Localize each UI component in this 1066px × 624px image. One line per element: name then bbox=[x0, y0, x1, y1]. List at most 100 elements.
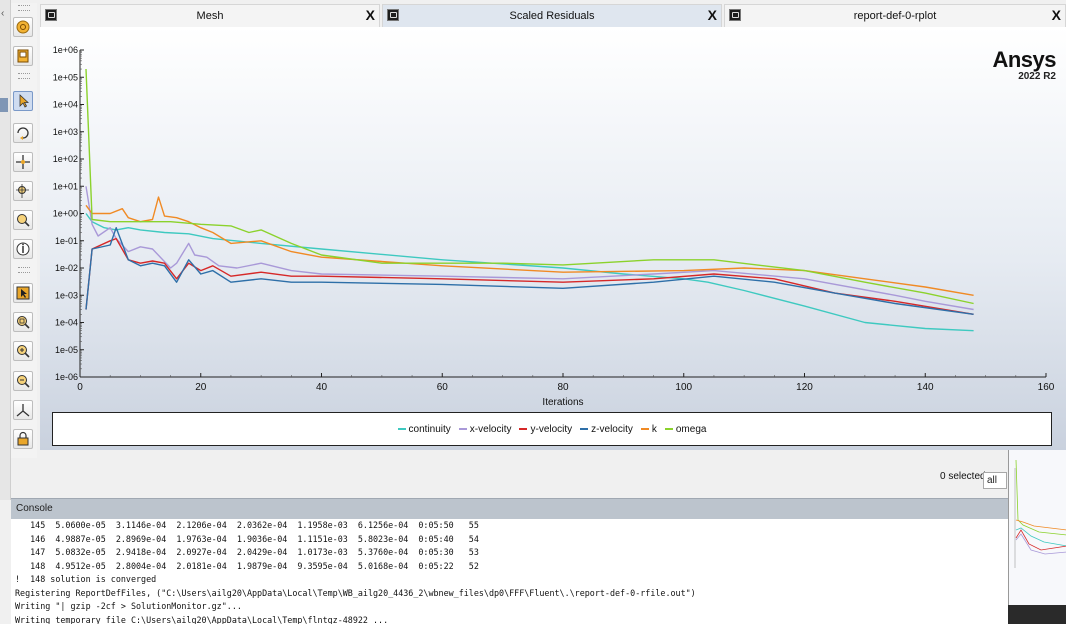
series-line-x-velocity bbox=[85, 186, 974, 311]
series-line-y-velocity bbox=[85, 237, 974, 315]
legend-swatch bbox=[664, 428, 673, 430]
legend-label: z-velocity bbox=[591, 423, 633, 435]
graphics-toolbar bbox=[11, 3, 37, 458]
console-title: Console bbox=[16, 503, 53, 514]
console-line: Registering ReportDefFiles, ("C:\Users\a… bbox=[15, 587, 696, 598]
lock-icon[interactable] bbox=[13, 429, 33, 449]
tab-graphics-icon bbox=[387, 9, 399, 21]
console-output[interactable]: 145 5.0600e-05 3.1146e-04 2.1206e-04 2.0… bbox=[11, 519, 1008, 624]
y-tick-label: 1e+03 bbox=[53, 127, 78, 137]
x-tick-label: 120 bbox=[796, 382, 813, 393]
legend-label: omega bbox=[675, 423, 707, 435]
chart-legend: continuity x-velocity y-velocity z-velocity… bbox=[52, 412, 1052, 446]
collapse-chevron-icon[interactable]: ‹ bbox=[1, 8, 5, 19]
plot-thumbnail[interactable] bbox=[1008, 450, 1066, 624]
legend-swatch bbox=[458, 428, 467, 430]
series-line-k bbox=[85, 196, 974, 296]
x-tick-label: 0 bbox=[77, 382, 83, 393]
x-tick-label: 20 bbox=[195, 382, 207, 393]
legend-item-y-velocity: y-velocity bbox=[519, 424, 572, 435]
panel-marker bbox=[0, 98, 8, 112]
y-tick-label: 1e-01 bbox=[55, 236, 78, 246]
console-line: Writing temporary file C:\Users\ailg20\A… bbox=[15, 614, 389, 624]
y-tick-label: 1e+05 bbox=[53, 72, 78, 82]
console-line: 147 5.0832e-05 2.9418e-04 2.0927e-04 2.0… bbox=[15, 547, 479, 557]
series-line-omega bbox=[85, 68, 974, 305]
legend-swatch bbox=[519, 428, 528, 430]
legend-item-omega: omega bbox=[664, 423, 707, 435]
x-tick-label: 160 bbox=[1038, 382, 1055, 393]
fit-icon[interactable] bbox=[13, 312, 33, 332]
x-tick-label: 80 bbox=[557, 382, 569, 393]
left-panel-strip: ‹ bbox=[0, 0, 11, 500]
rotate-icon[interactable] bbox=[13, 123, 33, 143]
ansys-logo: Ansys bbox=[992, 47, 1056, 72]
console-line: 148 4.9512e-05 2.8004e-04 2.0181e-04 1.9… bbox=[15, 560, 479, 571]
tab-mesh[interactable]: Mesh X bbox=[40, 4, 380, 27]
legend-item-z-velocity: z-velocity bbox=[580, 424, 633, 435]
zoom-in-out-icon[interactable] bbox=[13, 181, 33, 201]
tab-label: report-def-0-rplot bbox=[853, 10, 937, 22]
tab-graphics-icon bbox=[45, 9, 57, 21]
series-line-z-velocity bbox=[85, 227, 974, 315]
selection-filter-select[interactable]: all bbox=[983, 472, 1007, 489]
zoom-in-icon[interactable] bbox=[13, 341, 33, 361]
residuals-plot[interactable]: 1e+06 1e+05 1e+04 1e+03 1e+02 1e+01 1e+00 1e-01… bbox=[40, 27, 1066, 450]
legend-label: continuity bbox=[408, 423, 451, 435]
legend-label: y-velocity bbox=[530, 423, 573, 435]
y-tick-label: 1e+01 bbox=[53, 181, 78, 191]
y-tick-label: 1e-03 bbox=[55, 290, 78, 300]
probe-icon[interactable] bbox=[13, 239, 33, 259]
series-line-continuity bbox=[85, 213, 974, 332]
axes-icon[interactable] bbox=[13, 400, 33, 420]
mesh-display-icon[interactable] bbox=[13, 17, 33, 37]
legend-swatch bbox=[640, 428, 649, 430]
y-tick-label: 1e-06 bbox=[55, 372, 78, 382]
console-line: 146 4.9887e-05 2.8969e-04 1.9763e-04 1.9… bbox=[15, 533, 479, 544]
y-tick-label: 1e-04 bbox=[55, 318, 78, 328]
legend-item-continuity: continuity bbox=[397, 423, 451, 435]
y-tick-label: 1e-02 bbox=[55, 263, 78, 273]
toolbar-grip[interactable] bbox=[18, 5, 30, 11]
close-icon[interactable]: X bbox=[1051, 7, 1061, 23]
console-line: ! 148 solution is converged bbox=[15, 574, 157, 584]
selection-count: 0 selected bbox=[940, 471, 986, 482]
x-tick-label: 60 bbox=[437, 382, 449, 393]
select-icon[interactable] bbox=[13, 283, 33, 303]
thumbnail-bar bbox=[1008, 605, 1066, 624]
y-tick-label: 1e-05 bbox=[55, 345, 78, 355]
pointer-icon[interactable] bbox=[13, 91, 33, 111]
legend-item-k: k bbox=[640, 423, 657, 435]
console-line: 145 5.0600e-05 3.1146e-04 2.1206e-04 2.0… bbox=[15, 520, 479, 530]
toolbar-grip[interactable] bbox=[18, 267, 30, 273]
y-tick-label: 1e+06 bbox=[53, 45, 78, 55]
tab-label: Mesh bbox=[196, 10, 224, 22]
x-tick-label: 40 bbox=[316, 382, 328, 393]
close-icon[interactable]: X bbox=[707, 7, 717, 23]
residuals-chart[interactable]: 1e+06 1e+05 1e+04 1e+03 1e+02 1e+01 1e+00 1e-01… bbox=[40, 27, 1066, 407]
toolbar-grip[interactable] bbox=[18, 73, 30, 79]
tab-graphics-icon bbox=[729, 9, 741, 21]
x-tick-label: 100 bbox=[675, 382, 692, 393]
tab-scaled-residuals[interactable]: Scaled Residuals X bbox=[382, 4, 722, 27]
x-axis-label: Iterations bbox=[542, 397, 583, 407]
console-line: Writing "| gzip -2cf > SolutionMonitor.g… bbox=[15, 601, 242, 611]
legend-label: k bbox=[651, 423, 657, 435]
tab-report-def-0-rplot[interactable]: report-def-0-rplot X bbox=[724, 4, 1066, 27]
graphics-icon[interactable] bbox=[13, 46, 33, 66]
close-icon[interactable]: X bbox=[365, 7, 375, 23]
ansys-brand: Ansys 2022 R2 bbox=[992, 47, 1056, 83]
legend-label: x-velocity bbox=[469, 423, 512, 435]
zoom-to-area-icon[interactable] bbox=[13, 210, 33, 230]
legend-swatch bbox=[397, 428, 406, 430]
y-tick-label: 1e+00 bbox=[53, 209, 78, 219]
x-tick-label: 140 bbox=[917, 382, 934, 393]
zoom-out-icon[interactable] bbox=[13, 371, 33, 391]
y-tick-label: 1e+04 bbox=[53, 100, 78, 110]
console-header: Console bbox=[11, 498, 1008, 519]
tab-label: Scaled Residuals bbox=[509, 10, 595, 22]
pan-icon[interactable] bbox=[13, 152, 33, 172]
legend-swatch bbox=[580, 428, 589, 430]
legend-item-x-velocity: x-velocity bbox=[458, 423, 512, 435]
ansys-version: 2022 R2 bbox=[1018, 71, 1056, 82]
